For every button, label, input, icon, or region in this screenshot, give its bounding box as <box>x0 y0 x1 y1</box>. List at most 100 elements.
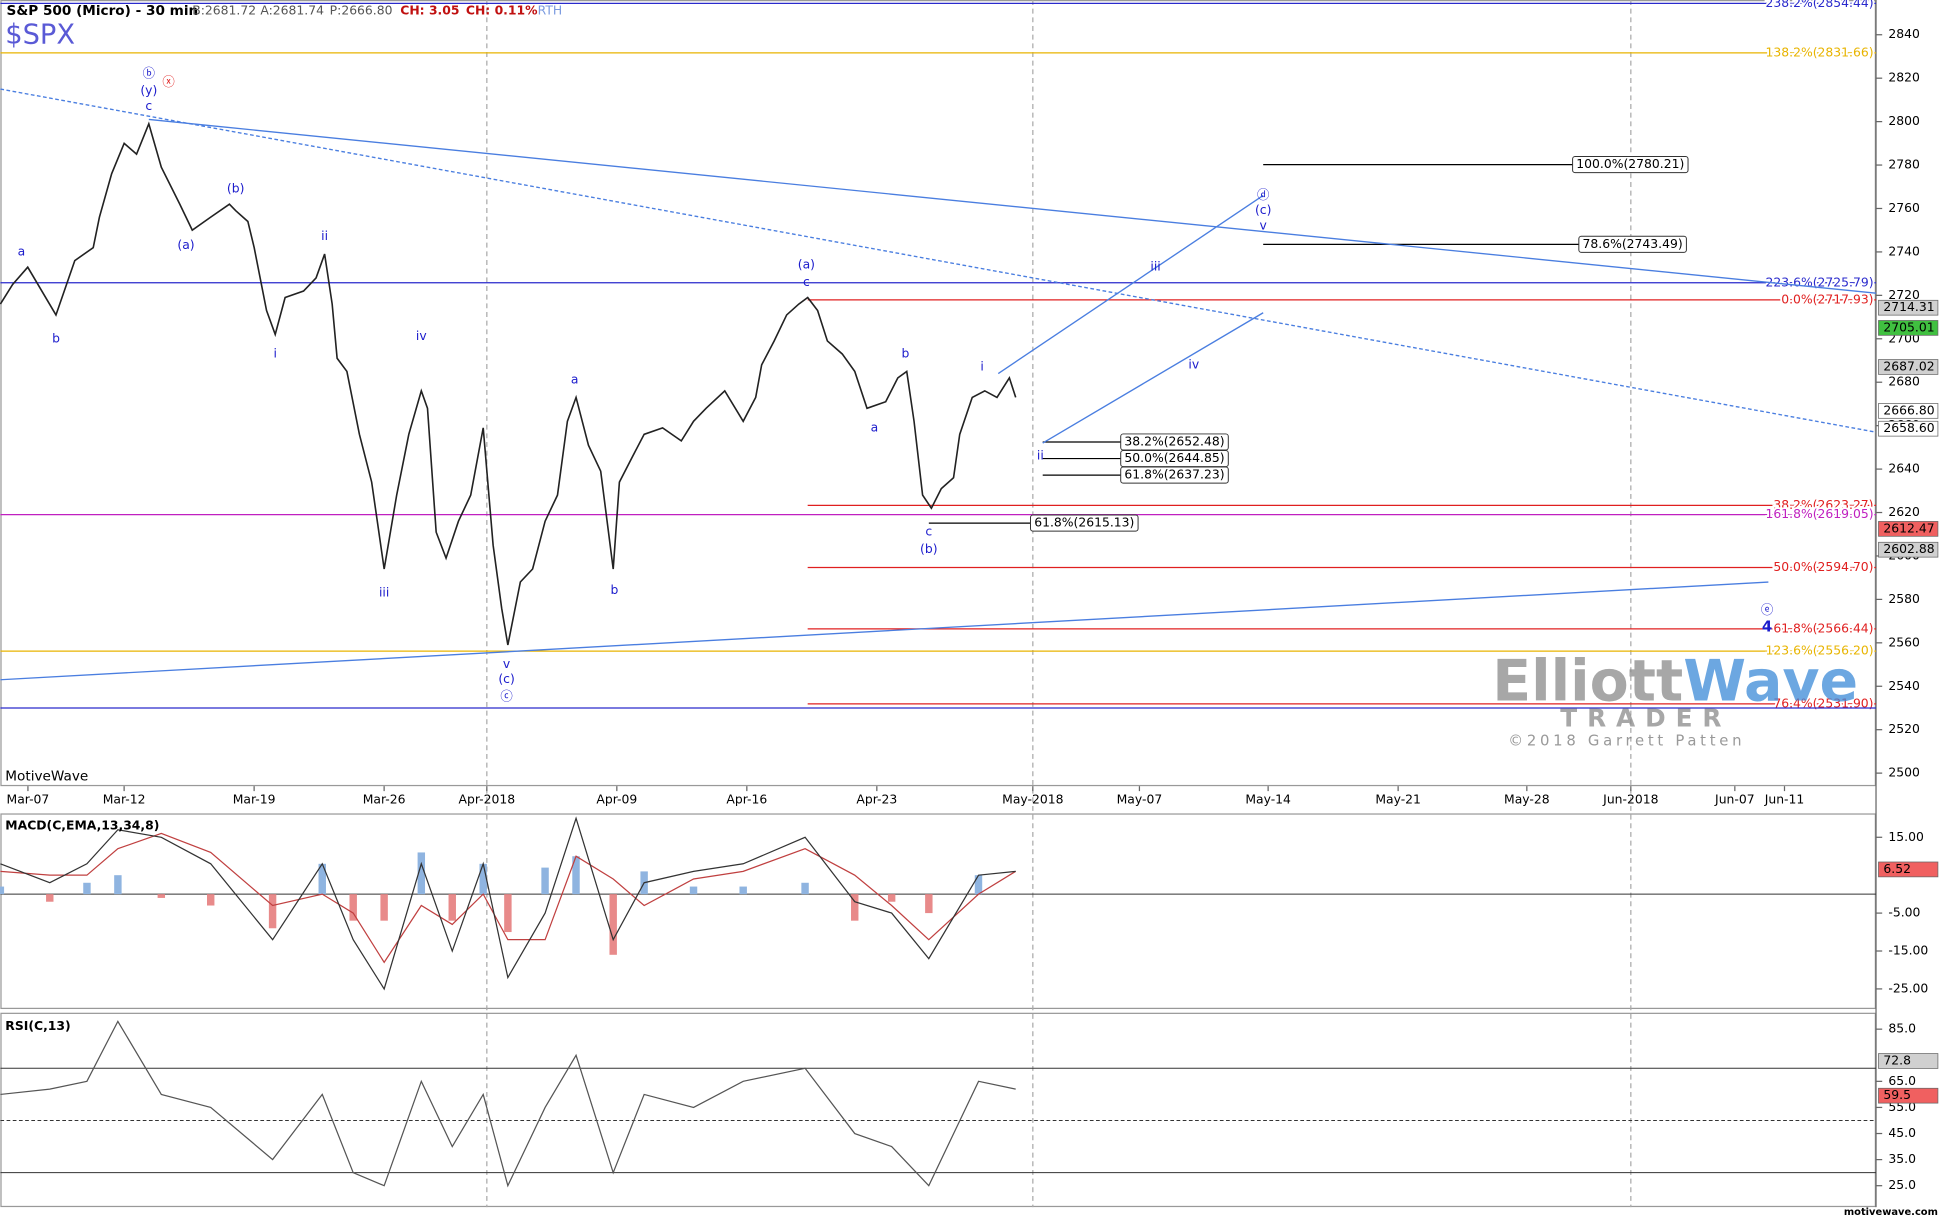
histogram-bar <box>417 852 426 895</box>
panel-title: MACD(C,EMA,13,34,8) <box>5 818 159 832</box>
y-tick-label: 85.0 <box>1888 1022 1916 1036</box>
macd-line <box>0 816 1016 991</box>
wave-label: v <box>1260 218 1267 232</box>
wave-label: (c) <box>1255 203 1271 217</box>
level-label: 138.2%(2831.66) <box>1766 45 1874 59</box>
wave-label: iv <box>416 329 427 343</box>
y-tick-label: 2620 <box>1888 505 1920 519</box>
price-line <box>0 121 1017 646</box>
y-tick-label: 2560 <box>1888 635 1920 649</box>
price-marker <box>1878 1053 1939 1069</box>
histogram-bar <box>689 886 698 895</box>
trend-line <box>0 581 1769 681</box>
histogram-bar <box>83 882 91 895</box>
session: RTH <box>538 4 563 18</box>
footer: motivewave.com <box>1844 1207 1938 1217</box>
wave-label: c <box>803 275 810 289</box>
x-tick-label: May-28 <box>1504 792 1550 806</box>
y-tick-label: -15.00 <box>1888 944 1928 958</box>
wave-label: b <box>902 346 910 360</box>
x-tick-label: Apr-09 <box>596 792 637 806</box>
wave-label: iii <box>379 585 389 599</box>
wave-label: a <box>871 420 879 434</box>
x-tick-label: Mar-26 <box>363 792 406 806</box>
histogram-bar <box>572 856 580 895</box>
price-marker-label: 2602.88 <box>1883 542 1934 556</box>
y-tick-label: 2840 <box>1888 27 1920 41</box>
price-marker-label: 59.5 <box>1883 1088 1911 1102</box>
watermark-brand: ElliottWave <box>1492 648 1858 714</box>
price-marker-label: 2687.02 <box>1883 359 1934 373</box>
wave-label: ⓔ <box>1761 603 1773 617</box>
price-marker-label: 2714.31 <box>1883 300 1934 314</box>
x-tick-label: Apr-2018 <box>459 792 516 806</box>
y-tick-label: 2580 <box>1888 592 1920 606</box>
quote: A:2681.74 <box>260 4 324 18</box>
level-label: 123.6%(2556.20) <box>1766 644 1874 658</box>
x-tick-label: Mar-12 <box>103 792 146 806</box>
price-marker <box>1878 861 1939 878</box>
wave-label: c <box>145 99 152 113</box>
level-label: 50.0%(2644.85) <box>1124 451 1224 465</box>
histogram-bar <box>46 894 54 902</box>
histogram-bar <box>380 894 388 921</box>
y-tick-label: 2640 <box>1888 462 1920 476</box>
price-marker-label: 2612.47 <box>1883 521 1934 535</box>
x-tick-label: Jun-11 <box>1764 792 1805 806</box>
y-tick-label: 2680 <box>1888 375 1920 389</box>
x-tick-label: Mar-19 <box>233 792 276 806</box>
trend-line <box>148 118 1877 294</box>
histogram-bar <box>739 886 747 895</box>
level-label: 78.6%(2743.49) <box>1583 237 1683 251</box>
watermark: ElliottWave TRADER ©2018 Garrett Patten <box>1492 648 1858 749</box>
histogram-bar <box>268 894 277 929</box>
watermark-sub: TRADER <box>1560 703 1731 732</box>
histogram-bar <box>851 894 859 921</box>
wave-label: ii <box>1037 449 1044 463</box>
price-marker <box>1878 403 1939 419</box>
y-tick-label: 45.0 <box>1888 1126 1916 1140</box>
x-tick-label: Mar-07 <box>7 792 50 806</box>
wave-label: (b) <box>920 542 938 556</box>
wave-label: ⓧ <box>162 75 174 89</box>
trend-line <box>997 194 1264 375</box>
trend-line <box>1042 312 1264 444</box>
wave-label: (b) <box>227 181 245 195</box>
quote: P:2666.80 <box>330 4 393 18</box>
y-tick-label: 2740 <box>1888 244 1920 258</box>
wave-label: (c) <box>498 672 514 686</box>
y-tick-label: 2800 <box>1888 114 1920 128</box>
quote: B:2681.72 <box>192 4 256 18</box>
wave-label: ⓓ <box>1257 188 1269 202</box>
price-marker <box>1878 541 1939 558</box>
y-tick-label: 2820 <box>1888 71 1920 85</box>
histogram-bar <box>448 894 456 921</box>
level-label: 50.0%(2594.70) <box>1773 560 1873 574</box>
watermark-word: Elliott <box>1492 648 1683 714</box>
level-label: 161.8%(2619.05) <box>1766 507 1874 521</box>
level-label: 61.8%(2615.13) <box>1034 516 1134 530</box>
x-tick-label: Apr-23 <box>856 792 897 806</box>
wave-label: (y) <box>140 84 157 98</box>
level-label: 38.2%(2623.27) <box>1773 498 1873 512</box>
level-box <box>1120 466 1229 484</box>
histogram-bar <box>925 894 933 914</box>
wave-label: iv <box>1188 357 1199 371</box>
histogram-bar <box>974 875 983 895</box>
x-tick-label: May-2018 <box>1002 792 1063 806</box>
x-tick-label: May-21 <box>1375 792 1421 806</box>
price-marker-label: 6.52 <box>1883 862 1911 876</box>
level-label: 223.6%(2725.79) <box>1766 275 1874 289</box>
x-tick-label: Apr-16 <box>726 792 767 806</box>
change: CH: 0.11% <box>466 4 538 18</box>
level-box <box>1572 156 1689 174</box>
histogram-bar <box>114 875 122 895</box>
y-tick-label: 2540 <box>1888 679 1920 693</box>
y-tick-label: 2520 <box>1888 722 1920 736</box>
level-label: 238.2%(2854.44) <box>1766 0 1874 10</box>
level-label: 61.8%(2566.44) <box>1773 621 1873 635</box>
y-tick-label: 2760 <box>1888 201 1920 215</box>
x-tick-label: Jun-2018 <box>1602 792 1658 806</box>
